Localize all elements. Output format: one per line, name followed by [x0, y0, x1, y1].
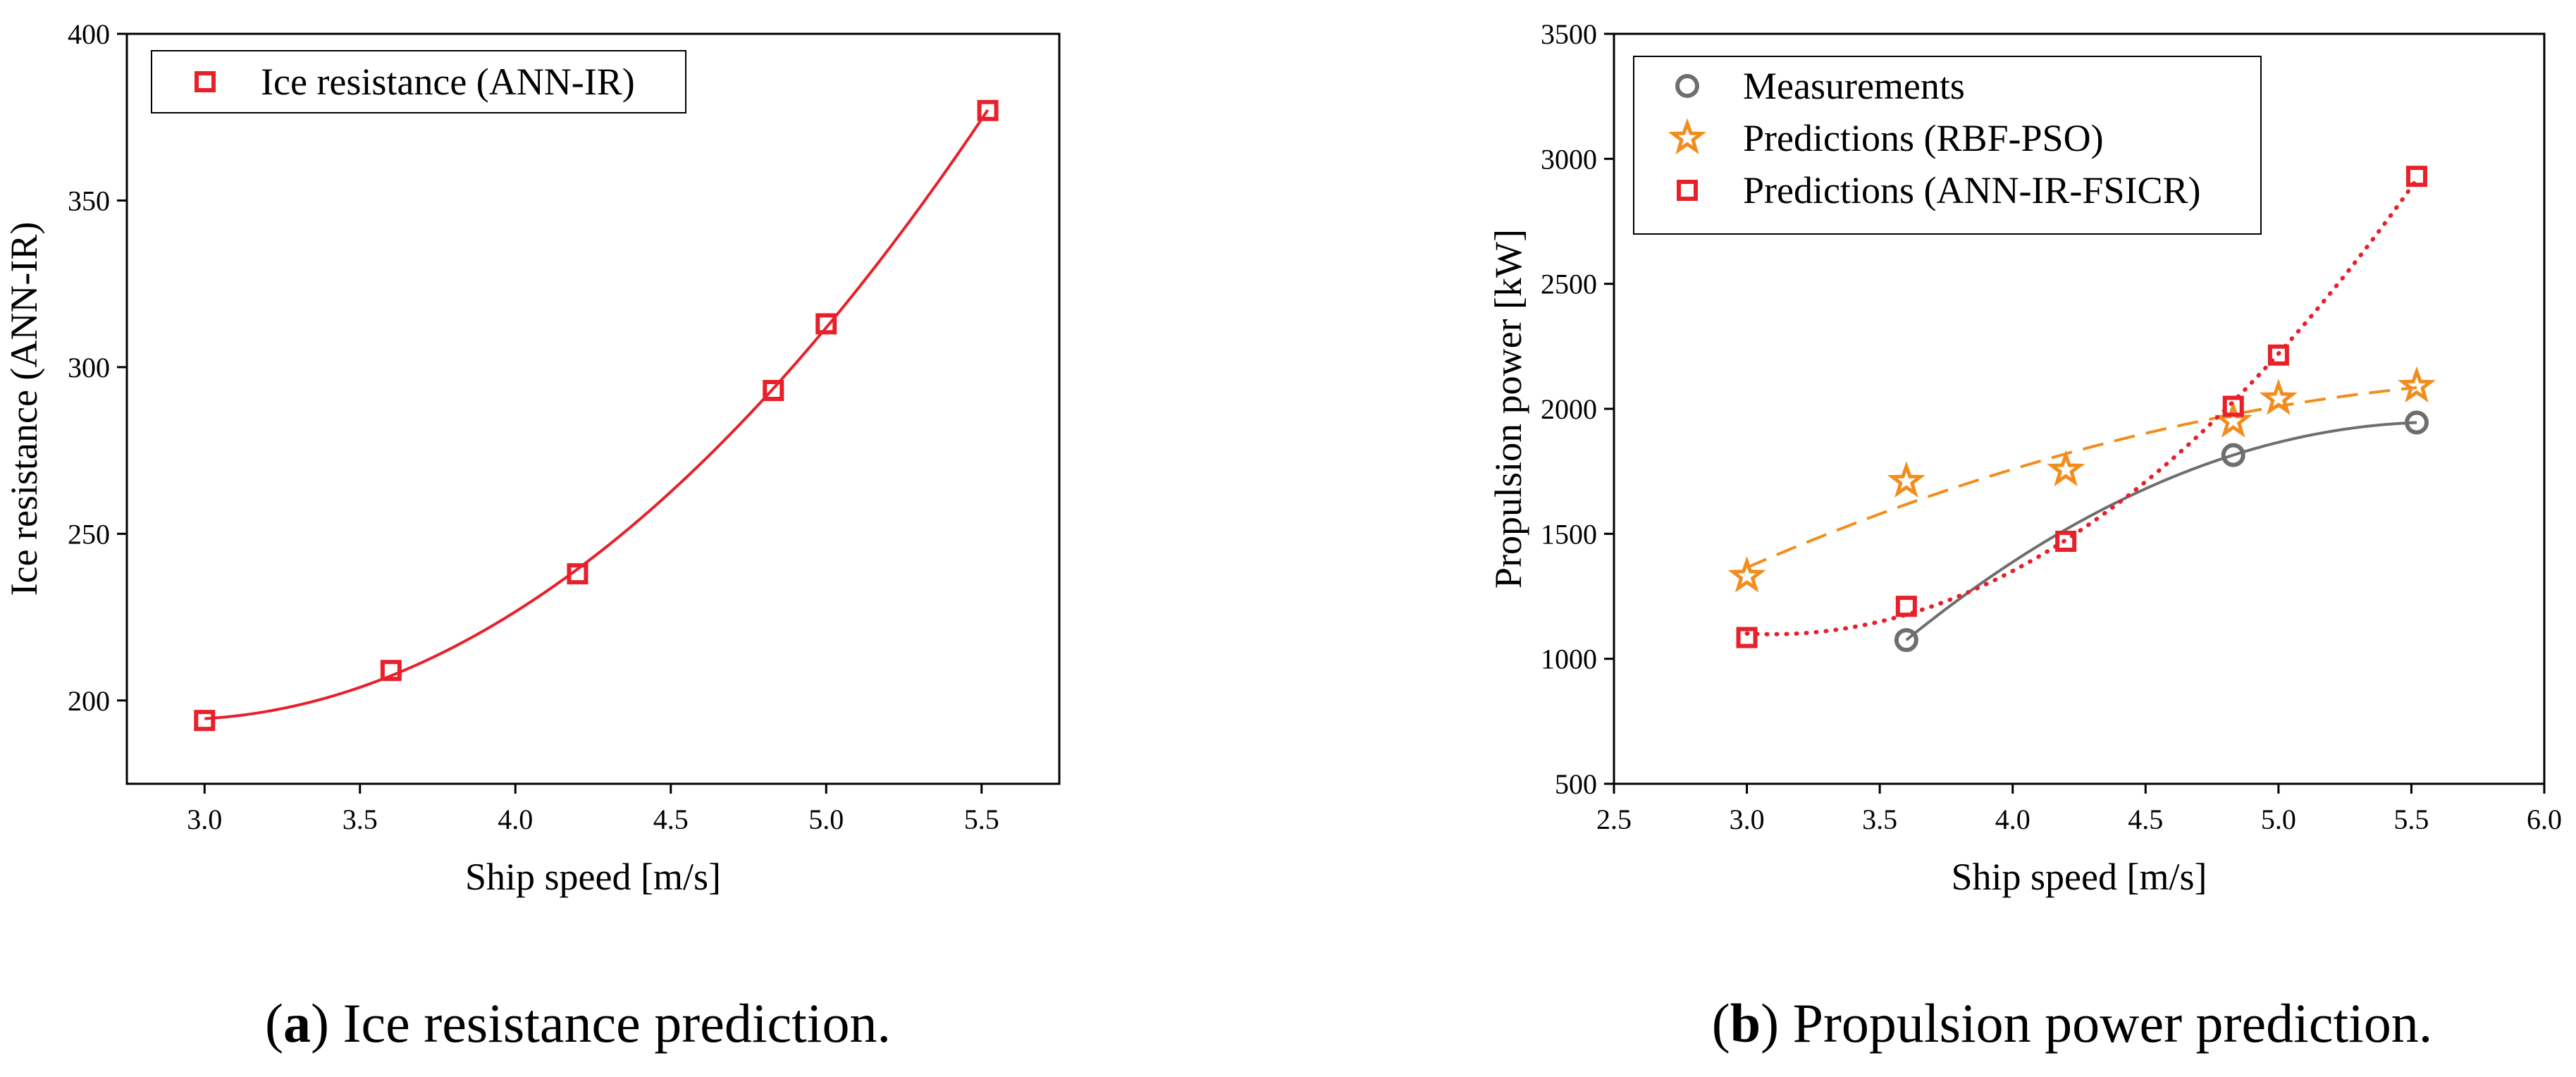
y-tick-label: 200	[68, 685, 110, 717]
y-tick-label: 250	[68, 518, 110, 550]
legend-frame	[151, 50, 686, 113]
data-point	[2047, 450, 2085, 487]
data-point	[380, 660, 402, 682]
x-axis-title: Ship speed [m/s]	[465, 856, 721, 898]
data-point	[2221, 443, 2245, 467]
y-axis-title: Ice resistance (ANN-IR)	[3, 222, 45, 596]
data-point	[2267, 344, 2289, 366]
caption-letter: a	[283, 992, 311, 1054]
caption-text: Propulsion power prediction.	[1793, 992, 2433, 1054]
series-ice-resistance-ann-ir	[194, 99, 999, 732]
legend-marker	[1675, 74, 1699, 98]
y-axis-title: Propulsion power [kW]	[1487, 229, 1529, 589]
x-tick-label: 5.0	[2261, 804, 2296, 835]
fit-curve	[1905, 421, 2417, 641]
caption-letter: b	[1730, 992, 1761, 1054]
figure-caption: (b) Propulsion power prediction.	[1712, 992, 2433, 1054]
x-tick-label: 4.0	[498, 804, 533, 835]
data-point	[763, 379, 784, 401]
data-point	[1895, 596, 1917, 617]
y-tick-label: 2500	[1541, 269, 1597, 300]
data-point	[567, 563, 588, 585]
data-point	[2404, 410, 2429, 435]
legend-frame	[1633, 56, 2262, 235]
fit-curve	[1744, 177, 2419, 636]
series-predictions-rbf-pso	[1727, 366, 2436, 593]
y-tick-label: 3500	[1541, 18, 1597, 50]
x-axis-title: Ship speed [m/s]	[1952, 856, 2207, 898]
caption-text: Ice resistance prediction.	[343, 992, 891, 1054]
x-tick-label: 3.5	[343, 804, 378, 835]
x-tick-label: 3.0	[1730, 804, 1765, 835]
caption-close-paren: )	[1761, 992, 1792, 1054]
fit-curve	[1746, 386, 2417, 570]
legend-label: Ice resistance (ANN-IR)	[261, 61, 635, 103]
y-tick-label: 300	[68, 352, 110, 383]
y-tick-label: 500	[1555, 768, 1597, 800]
x-tick-label: 6.0	[2527, 804, 2562, 835]
legend: Ice resistance (ANN-IR)	[151, 50, 686, 113]
legend-marker	[1677, 180, 1698, 201]
y-tick-label: 1000	[1541, 644, 1597, 675]
data-point	[1887, 461, 1925, 498]
figure-caption: (a) Ice resistance prediction.	[265, 992, 891, 1054]
series-measurements	[1894, 410, 2429, 653]
y-tick-label: 3000	[1541, 143, 1597, 175]
data-point	[2405, 166, 2427, 187]
x-tick-label: 4.0	[1995, 804, 2030, 835]
series-predictions-ann-ir-fsicr	[1736, 166, 2427, 648]
caption-open-paren: (	[1712, 992, 1730, 1054]
data-point	[977, 99, 999, 121]
chart-b: 2.5 3.0 3.5 4.0 4.5 5.0 5.5 6.0 500 1000 1500 2000 2…	[1487, 18, 2562, 1054]
x-tick-label: 2.5	[1596, 804, 1632, 835]
x-tick-label: 3.5	[1862, 804, 1897, 835]
x-tick-label: 5.5	[964, 804, 999, 835]
data-point	[2259, 379, 2298, 415]
y-tick-label: 400	[68, 18, 110, 50]
data-point	[2222, 395, 2244, 417]
y-tick-label: 350	[68, 185, 110, 216]
chart-a: 3.0 3.5 4.0 4.5 5.0 5.5 200 250 300 350 400 Ship sp…	[3, 18, 1061, 1054]
x-tick-label: 5.0	[808, 804, 844, 835]
y-tick-label: 2000	[1541, 393, 1597, 425]
caption-close-paren: )	[311, 992, 343, 1054]
legend-marker	[195, 71, 216, 92]
data-point	[1727, 556, 1766, 593]
caption-open-paren: (	[265, 992, 283, 1054]
data-point	[815, 313, 837, 335]
data-point	[1736, 627, 1758, 648]
legend: Measurements Predictions (RBF-PSO) Predict…	[1633, 56, 2262, 235]
x-tick-label: 3.0	[187, 804, 222, 835]
y-tick-label: 1500	[1541, 518, 1597, 550]
legend-label: Measurements	[1743, 65, 1965, 107]
data-point	[2397, 366, 2436, 403]
legend-label: Predictions (ANN-IR-FSICR)	[1743, 169, 2200, 211]
legend-marker	[1668, 118, 1707, 155]
x-tick-label: 4.5	[2128, 804, 2163, 835]
x-tick-label: 4.5	[653, 804, 689, 835]
data-point	[194, 710, 216, 732]
data-point	[1894, 628, 1918, 653]
plot-frame	[125, 32, 1061, 785]
data-point	[2055, 530, 2077, 552]
fit-curve	[204, 109, 990, 720]
legend-label: Predictions (RBF-PSO)	[1743, 117, 2104, 159]
x-tick-label: 5.5	[2393, 804, 2429, 835]
